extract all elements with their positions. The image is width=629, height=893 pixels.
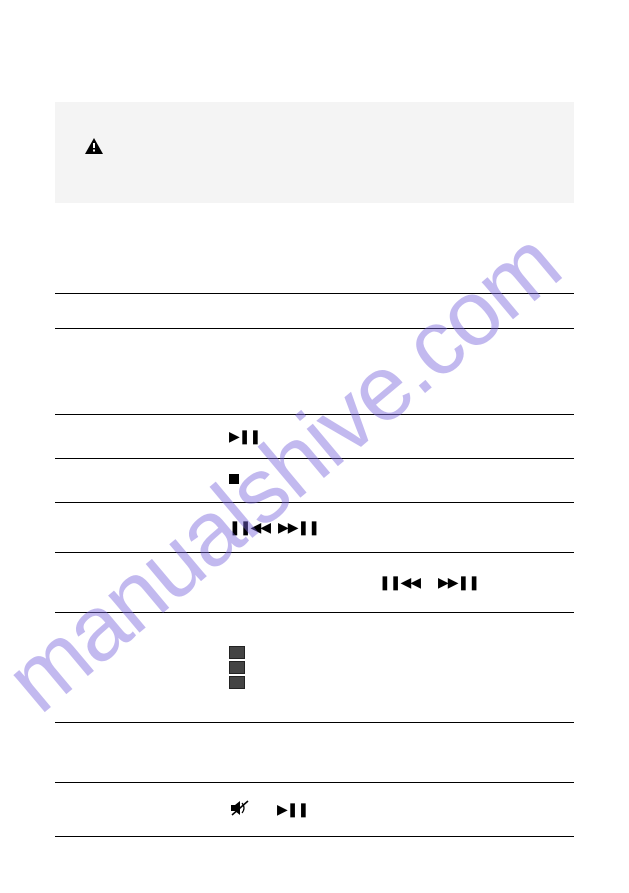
table-row	[55, 723, 574, 783]
table-row: ▶❚❚	[55, 415, 574, 459]
table-row: ❚❚◀◀ ▶▶❚❚	[55, 503, 574, 553]
skip-prev-icon: ❚❚◀◀	[379, 574, 420, 591]
skip-next-icon: ▶▶❚❚	[438, 574, 479, 591]
play-pause-icon: ▶❚❚	[229, 428, 260, 444]
table-header-row	[55, 293, 574, 329]
table-row	[55, 459, 574, 503]
stop-icon	[229, 474, 239, 484]
skip-prev-icon: ❚❚◀◀	[229, 519, 270, 536]
controls-table: ▶❚❚ ❚❚◀◀ ▶▶❚❚ ❚❚◀◀ ▶▶❚❚	[55, 293, 574, 837]
warning-triangle-icon	[85, 138, 103, 158]
repeat-one-icon	[229, 646, 245, 659]
table-row	[55, 329, 574, 415]
repeat-all-icon	[229, 661, 245, 674]
table-row	[55, 613, 574, 723]
play-pause-icon: ▶❚❚	[277, 801, 308, 818]
table-row: ▶❚❚	[55, 783, 574, 837]
page-content: ▶❚❚ ❚❚◀◀ ▶▶❚❚ ❚❚◀◀ ▶▶❚❚	[0, 0, 629, 837]
repeat-mode-icons	[229, 646, 574, 689]
table-row: ❚❚◀◀ ▶▶❚❚	[55, 553, 574, 613]
shuffle-icon	[229, 676, 245, 689]
skip-next-icon: ▶▶❚❚	[278, 519, 319, 536]
warning-callout	[55, 102, 574, 203]
mute-icon	[229, 799, 251, 820]
